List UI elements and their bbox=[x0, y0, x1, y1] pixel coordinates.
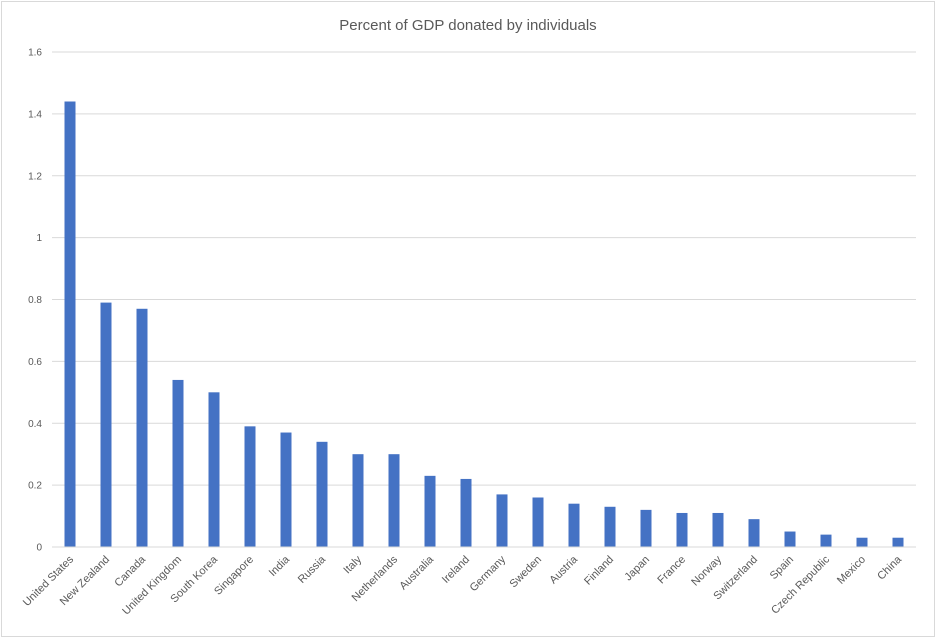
bar bbox=[496, 494, 508, 547]
bar bbox=[856, 537, 868, 547]
bar bbox=[892, 537, 904, 547]
x-tick-label: Norway bbox=[689, 553, 724, 588]
x-tick-label: India bbox=[267, 553, 293, 579]
x-tick-label: Australia bbox=[397, 553, 436, 592]
bar bbox=[64, 101, 76, 547]
x-tick-label: China bbox=[875, 553, 904, 582]
y-tick-label: 0.4 bbox=[28, 419, 42, 430]
y-tick-label: 1.2 bbox=[28, 171, 42, 182]
y-tick-label: 0 bbox=[36, 543, 42, 554]
bar bbox=[784, 531, 796, 547]
bar bbox=[244, 426, 256, 547]
gridlines bbox=[52, 51, 916, 486]
bar bbox=[208, 392, 220, 547]
bar bbox=[712, 512, 724, 547]
x-tick-label: Spain bbox=[768, 554, 796, 582]
x-tick-label: Russia bbox=[296, 553, 329, 586]
bars bbox=[64, 101, 904, 547]
x-tick-label: Ireland bbox=[440, 554, 472, 586]
bar bbox=[424, 475, 436, 547]
bar bbox=[568, 503, 580, 547]
y-tick-label: 0.8 bbox=[28, 295, 42, 306]
y-tick-label: 1 bbox=[36, 233, 42, 244]
x-tick-label: Japan bbox=[622, 554, 652, 584]
x-tick-label: Mexico bbox=[835, 554, 868, 587]
x-tick-label: Sweden bbox=[508, 554, 545, 591]
bar bbox=[388, 454, 400, 547]
y-tick-label: 1.6 bbox=[28, 48, 42, 59]
bar bbox=[676, 512, 688, 547]
bar bbox=[136, 308, 148, 547]
bar bbox=[640, 509, 652, 547]
bar bbox=[172, 379, 184, 547]
y-axis: 0 0.2 0.4 0.6 0.8 1 1.2 1.4 1.6 bbox=[28, 48, 42, 554]
bar bbox=[604, 506, 616, 547]
bar bbox=[100, 302, 112, 547]
bar bbox=[352, 454, 364, 547]
x-tick-label: Singapore bbox=[212, 554, 256, 598]
bar bbox=[280, 432, 292, 547]
x-tick-label: France bbox=[655, 554, 688, 587]
y-tick-label: 0.6 bbox=[28, 357, 42, 368]
y-tick-label: 0.2 bbox=[28, 481, 42, 492]
x-tick-label: Italy bbox=[341, 553, 364, 576]
y-tick-label: 1.4 bbox=[28, 109, 42, 120]
chart-title: Percent of GDP donated by individuals bbox=[339, 17, 597, 34]
bar bbox=[460, 478, 472, 547]
x-tick-label: Austria bbox=[547, 553, 580, 586]
x-tick-label: Germany bbox=[468, 553, 509, 594]
bar bbox=[820, 534, 832, 547]
bar bbox=[316, 441, 328, 547]
x-tick-label: Finland bbox=[582, 554, 616, 588]
x-tick-label: Canada bbox=[112, 553, 148, 589]
bar bbox=[748, 519, 760, 547]
bar bbox=[532, 497, 544, 547]
